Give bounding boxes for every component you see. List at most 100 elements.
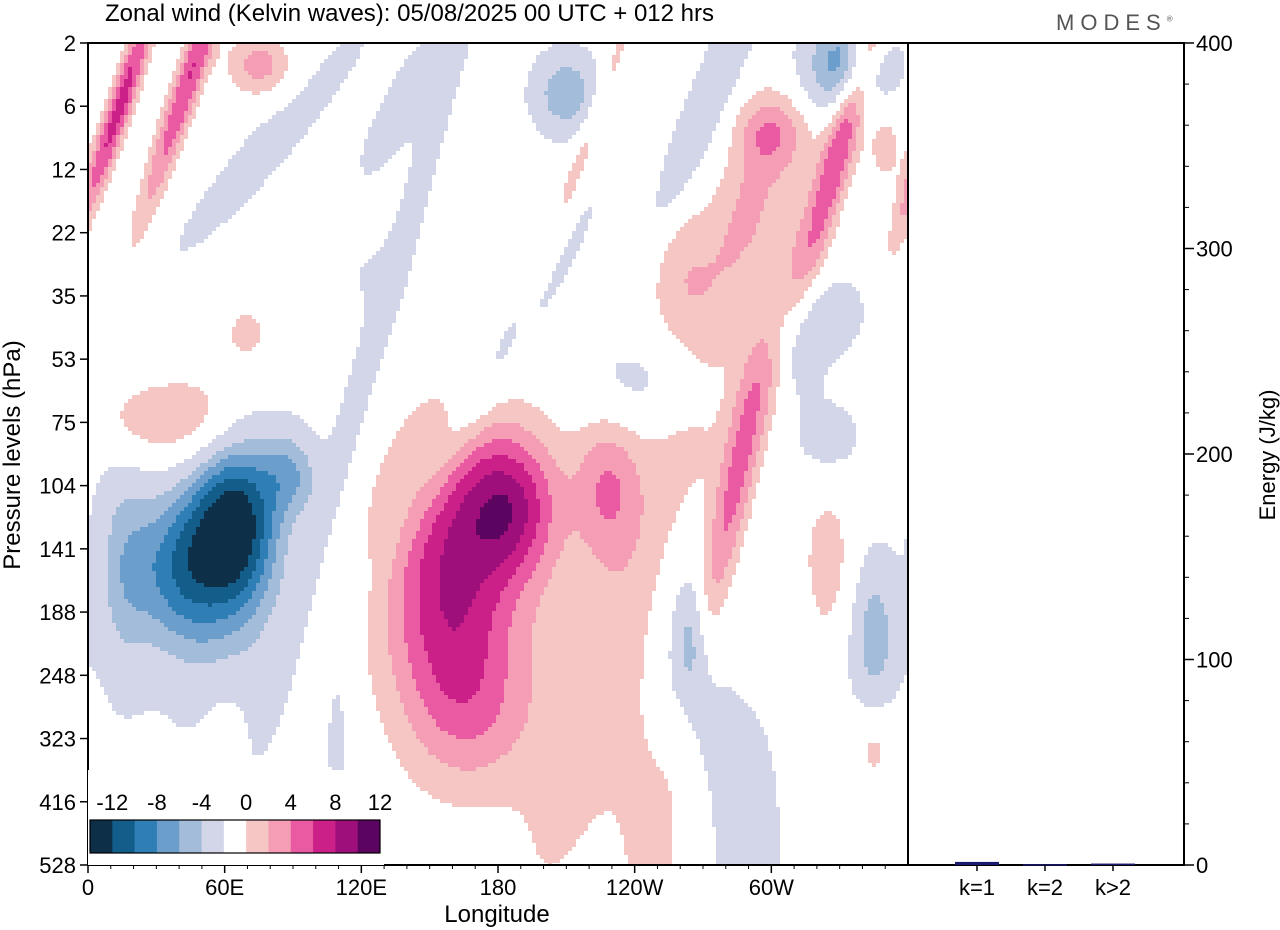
heatmap-cell — [228, 63, 244, 67]
heatmap-cell — [820, 611, 828, 615]
heatmap-cell — [312, 479, 344, 483]
heatmap-cell — [372, 571, 392, 575]
heatmap-cell — [336, 415, 364, 419]
heatmap-cell — [800, 419, 852, 423]
heatmap-cell — [228, 67, 244, 71]
heatmap-cell — [844, 75, 852, 79]
heatmap-cell — [496, 719, 528, 723]
heatmap-cell — [304, 87, 340, 91]
heatmap-cell — [640, 527, 672, 531]
heatmap-cell — [196, 79, 200, 83]
heatmap-cell — [904, 191, 908, 195]
heatmap-cell — [172, 79, 176, 83]
heatmap-cell — [180, 79, 196, 83]
heatmap-cell — [412, 547, 424, 551]
heatmap-cell — [252, 507, 264, 511]
heatmap-cell — [852, 619, 864, 623]
y-tick-label: 248 — [39, 663, 76, 688]
heatmap-cell — [888, 655, 908, 659]
heatmap-cell — [552, 495, 596, 499]
heatmap-cell — [96, 147, 100, 151]
heatmap-cell — [376, 699, 400, 703]
heatmap-cell — [184, 123, 192, 127]
heatmap-cell — [828, 139, 832, 143]
heatmap-cell — [344, 391, 372, 395]
heatmap-cell — [204, 471, 220, 475]
heatmap-cell — [188, 103, 192, 107]
heatmap-cell — [384, 99, 452, 103]
heatmap-cell — [700, 751, 772, 755]
heatmap-cell — [668, 243, 724, 247]
heatmap-cell — [900, 159, 908, 163]
heatmap-cell — [104, 143, 108, 147]
heatmap-cell — [840, 115, 860, 119]
heatmap-cell — [96, 139, 100, 143]
heatmap-cell — [272, 115, 320, 119]
heatmap-cell — [764, 427, 772, 431]
heatmap-cell — [128, 539, 164, 543]
heatmap-cell — [600, 559, 628, 563]
heatmap-cell — [324, 59, 356, 63]
heatmap-cell — [412, 503, 432, 507]
heatmap-cell — [336, 423, 360, 427]
heatmap-cell — [184, 115, 188, 119]
heatmap-cell — [676, 695, 740, 699]
heatmap-cell — [724, 267, 792, 271]
heatmap-cell — [896, 191, 904, 195]
heatmap-cell — [732, 555, 740, 559]
heatmap-cell — [140, 83, 144, 87]
heatmap-cell — [728, 439, 736, 443]
heatmap-cell — [88, 535, 108, 539]
heatmap-cell — [408, 167, 436, 171]
heatmap-cell — [848, 655, 864, 659]
heatmap-cell — [540, 855, 564, 859]
heatmap-cell — [100, 139, 108, 143]
heatmap-cell — [88, 215, 96, 219]
heatmap-cell — [256, 611, 272, 615]
heatmap-cell — [108, 539, 128, 543]
heatmap-cell — [292, 495, 308, 499]
heatmap-cell — [132, 99, 140, 103]
heatmap-cell — [760, 339, 764, 343]
heatmap-cell — [756, 139, 780, 143]
heatmap-cell — [556, 263, 572, 267]
heatmap-cell — [328, 731, 344, 735]
heatmap-cell — [104, 119, 108, 123]
heatmap-cell — [484, 659, 508, 663]
heatmap-cell — [640, 523, 672, 527]
heatmap-cell — [412, 151, 440, 155]
heatmap-cell — [828, 211, 836, 215]
heatmap-cell — [116, 103, 124, 107]
heatmap-cell — [496, 759, 656, 763]
heatmap-cell — [280, 535, 288, 539]
heatmap-cell — [456, 515, 480, 519]
heatmap-cell — [148, 51, 152, 55]
heatmap-cell — [832, 203, 836, 207]
heatmap-cell — [552, 43, 580, 47]
heatmap-cell — [824, 147, 828, 151]
heatmap-cell — [148, 43, 156, 47]
heatmap-cell — [188, 503, 200, 507]
heatmap-cell — [644, 499, 684, 503]
heatmap-cell — [108, 119, 112, 123]
heatmap-cell — [796, 379, 824, 383]
heatmap-cell — [248, 55, 272, 59]
heatmap-cell — [92, 503, 120, 507]
heatmap-cell — [124, 419, 204, 423]
heatmap-cell — [732, 135, 744, 139]
heatmap-cell — [356, 347, 384, 351]
heatmap-cell — [900, 171, 908, 175]
heatmap-cell — [164, 115, 168, 119]
heatmap-cell — [440, 487, 456, 491]
heatmap-cell — [532, 543, 544, 547]
heatmap-cell — [180, 511, 192, 515]
heatmap-cell — [124, 591, 160, 595]
heatmap-cell — [676, 123, 716, 127]
heatmap-cell — [164, 171, 172, 175]
heatmap-cell — [88, 187, 100, 191]
heatmap-cell — [708, 599, 724, 603]
heatmap-cell — [672, 623, 700, 627]
heatmap-cell — [448, 619, 464, 623]
heatmap-cell — [112, 83, 116, 87]
heatmap-cell — [196, 203, 244, 207]
